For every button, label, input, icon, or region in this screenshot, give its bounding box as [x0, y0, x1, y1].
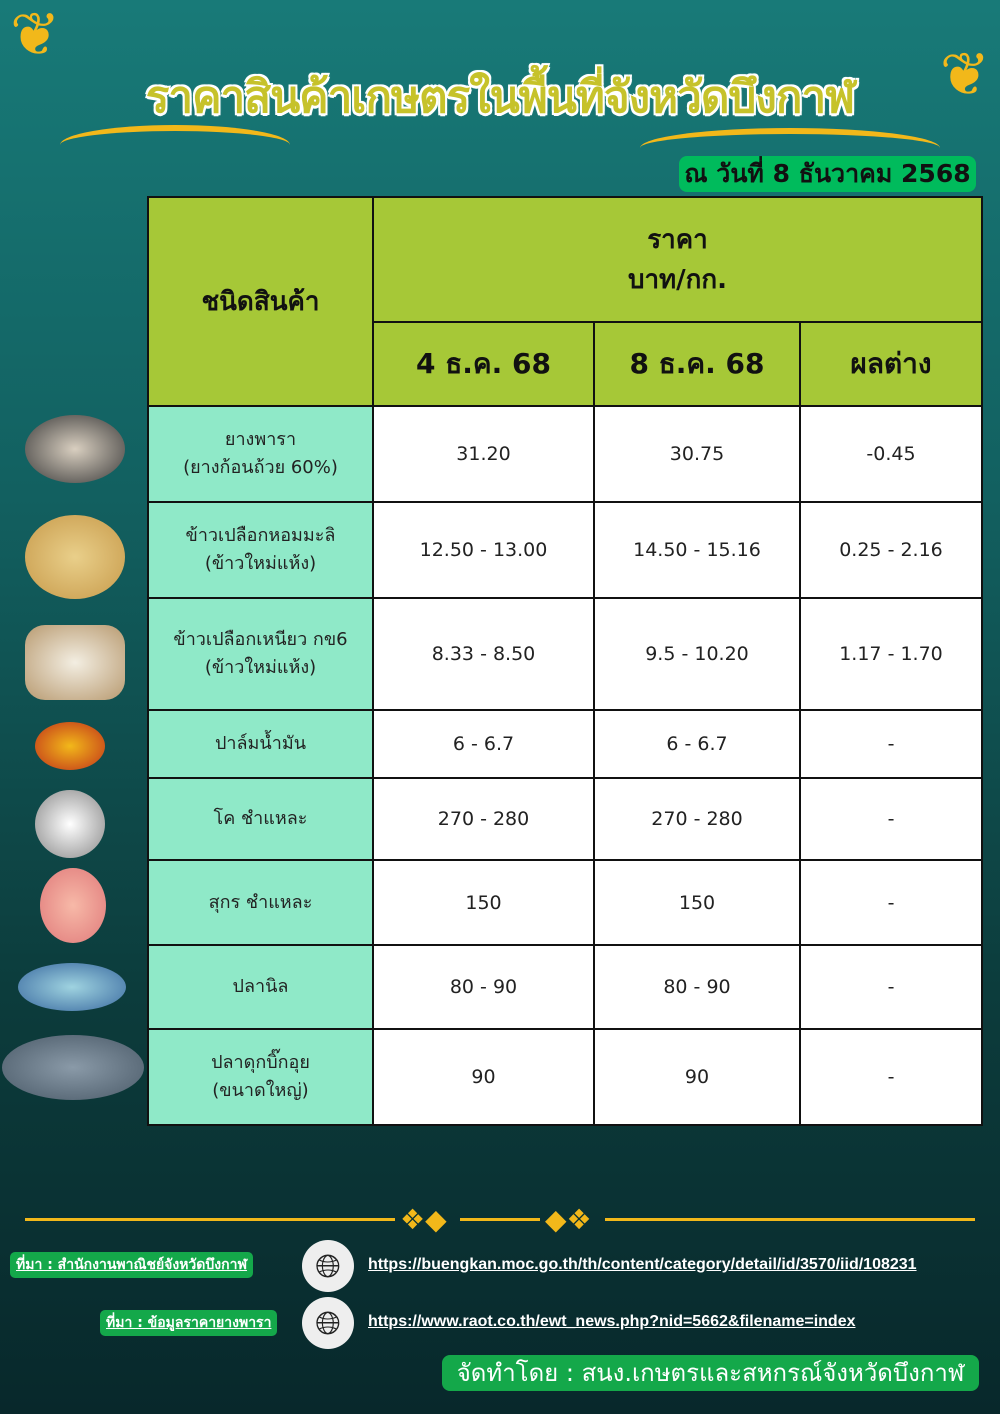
price-date-1: 270 - 280: [372, 777, 595, 861]
product-label: ปลานิล: [232, 976, 289, 997]
table-row: ปาล์มน้ำมัน 6 - 6.7 6 - 6.7 -: [147, 709, 983, 779]
paddy-rice-icon: [25, 515, 125, 599]
product-name: ข้าวเปลือกเหนียว กข6 (ข้าวใหม่แห้ง): [147, 597, 374, 711]
source-link-1[interactable]: https://buengkan.moc.go.th/th/content/ca…: [368, 1256, 917, 1273]
product-name: สุกร ชำแหละ: [147, 859, 374, 946]
price-diff: -: [799, 1028, 983, 1126]
divider-right: [605, 1218, 975, 1221]
product-label: โค ชำแหละ: [213, 808, 308, 829]
price-date-1: 6 - 6.7: [372, 709, 595, 779]
col-product-header: ชนิดสินค้า: [147, 196, 374, 407]
product-label: ปาล์มน้ำมัน: [214, 733, 306, 754]
source-link-2[interactable]: https://www.raot.co.th/ewt_news.php?nid=…: [368, 1313, 856, 1330]
unit-label: บาท/กก.: [627, 264, 728, 295]
price-date-2: 30.75: [593, 405, 801, 503]
wheat-right-icon: ❦: [939, 40, 990, 110]
col-date-2: 8 ธ.ค. 68: [593, 321, 801, 407]
product-name: ปลานิล: [147, 944, 374, 1030]
catfish-icon: [2, 1035, 144, 1100]
made-by-badge: จัดทำโดย : สนง.เกษตรและสหกรณ์จังหวัดบึงก…: [442, 1355, 979, 1391]
price-diff: -: [799, 709, 983, 779]
table-row: ปลานิล 80 - 90 80 - 90 -: [147, 944, 983, 1030]
globe-icon: 🌐︎: [302, 1297, 354, 1349]
product-label: สุกร ชำแหละ: [208, 891, 313, 913]
price-table: ชนิดสินค้า ราคาบาท/กก. 4 ธ.ค. 68 8 ธ.ค. …: [147, 196, 983, 1126]
price-date-1: 80 - 90: [372, 944, 595, 1030]
price-date-1: 12.50 - 13.00: [372, 501, 595, 599]
col-diff: ผลต่าง: [799, 321, 983, 407]
price-date-1: 8.33 - 8.50: [372, 597, 595, 711]
palm-fruit-icon: [35, 722, 105, 770]
product-label: ข้าวเปลือกเหนียว กข6: [173, 629, 348, 650]
table-row: ข้าวเปลือกหอมมะลิ (ข้าวใหม่แห้ง) 12.50 - …: [147, 501, 983, 599]
price-date-2: 270 - 280: [593, 777, 801, 861]
price-date-2: 90: [593, 1028, 801, 1126]
table-row: โค ชำแหละ 270 - 280 270 - 280 -: [147, 777, 983, 861]
gold-swoosh-right: [640, 128, 940, 168]
table-row: ปลาดุกบิ๊กอุย (ขนาดใหญ่) 90 90 -: [147, 1028, 983, 1126]
table-row: ยางพารา (ยางก้อนถ้วย 60%) 31.20 30.75 -0.…: [147, 405, 983, 503]
price-date-2: 14.50 - 15.16: [593, 501, 801, 599]
price-date-1: 150: [372, 859, 595, 946]
price-date-2: 6 - 6.7: [593, 709, 801, 779]
price-diff: -: [799, 944, 983, 1030]
price-date-1: 90: [372, 1028, 595, 1126]
price-diff: 0.25 - 2.16: [799, 501, 983, 599]
product-sub: (ข้าวใหม่แห้ง): [204, 657, 317, 678]
product-name: โค ชำแหละ: [147, 777, 374, 861]
table-row: ข้าวเปลือกเหนียว กข6 (ข้าวใหม่แห้ง) 8.33 …: [147, 597, 983, 711]
ornament-icon: ◆❖: [545, 1203, 592, 1236]
price-diff: 1.17 - 1.70: [799, 597, 983, 711]
price-label: ราคา: [647, 224, 708, 255]
rubber-cup-icon: [25, 415, 125, 483]
product-label: ข้าวเปลือกหอมมะลิ: [185, 525, 336, 546]
tilapia-icon: [18, 963, 126, 1011]
col-date-1: 4 ธ.ค. 68: [372, 321, 595, 407]
date-badge: ณ วันที่ 8 ธันวาคม 2568: [679, 156, 976, 192]
table-row: สุกร ชำแหละ 150 150 -: [147, 859, 983, 946]
price-date-2: 150: [593, 859, 801, 946]
ornament-icon: ❖◆: [400, 1203, 447, 1236]
product-label: ยางพารา: [224, 429, 297, 450]
cow-icon: [35, 790, 105, 858]
product-name: ปาล์มน้ำมัน: [147, 709, 374, 779]
price-date-2: 9.5 - 10.20: [593, 597, 801, 711]
product-name: ปลาดุกบิ๊กอุย (ขนาดใหญ่): [147, 1028, 374, 1126]
price-header: ราคาบาท/กก.: [372, 196, 983, 323]
rice-sack-icon: [25, 625, 125, 700]
price-diff: -0.45: [799, 405, 983, 503]
wheat-left-icon: ❦: [10, 0, 61, 70]
product-sub: (ข้าวใหม่แห้ง): [204, 553, 317, 574]
divider-mid: [460, 1218, 540, 1221]
pig-icon: [40, 868, 106, 943]
price-date-2: 80 - 90: [593, 944, 801, 1030]
product-name: ข้าวเปลือกหอมมะลิ (ข้าวใหม่แห้ง): [147, 501, 374, 599]
product-sub: (ยางก้อนถ้วย 60%): [183, 457, 338, 478]
divider-left: [25, 1218, 395, 1221]
globe-icon: 🌐︎: [302, 1240, 354, 1292]
source-label-2: ที่มา : ข้อมูลราคายางพารา: [100, 1310, 278, 1336]
gold-swoosh-left: [60, 125, 290, 165]
product-label: ปลาดุกบิ๊กอุย: [211, 1052, 310, 1073]
product-name: ยางพารา (ยางก้อนถ้วย 60%): [147, 405, 374, 503]
price-date-1: 31.20: [372, 405, 595, 503]
source-label-1: ที่มา : สำนักงานพาณิชย์จังหวัดบึงกาฬ: [10, 1252, 254, 1278]
price-diff: -: [799, 859, 983, 946]
price-diff: -: [799, 777, 983, 861]
product-sub: (ขนาดใหญ่): [212, 1080, 309, 1101]
page-title: ราคาสินค้าเกษตรในพื้นที่จังหวัดบึงกาฬ: [145, 72, 855, 123]
